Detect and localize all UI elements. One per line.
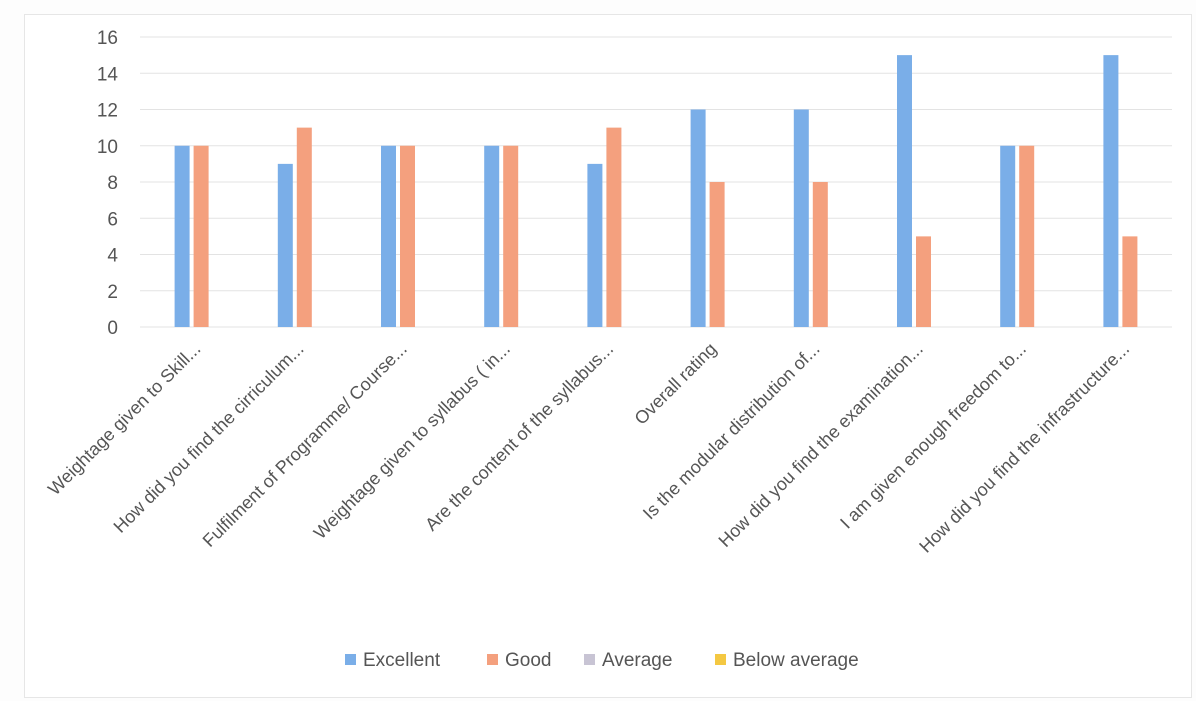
bar-good bbox=[193, 145, 209, 327]
bar-good bbox=[1019, 145, 1035, 327]
x-category-label: Overall rating bbox=[631, 339, 721, 429]
bar-excellent bbox=[277, 163, 293, 327]
y-tick-label: 2 bbox=[107, 282, 118, 303]
x-category-label: How did you find the cirriculum... bbox=[110, 339, 308, 537]
bar-good bbox=[296, 127, 312, 327]
y-tick-label: 4 bbox=[107, 246, 118, 267]
bars bbox=[174, 55, 1138, 327]
x-category-label: I am given enough freedom to... bbox=[836, 339, 1030, 533]
legend-swatch bbox=[487, 654, 498, 665]
legend-label: Average bbox=[602, 650, 672, 671]
legend-label: Good bbox=[505, 650, 551, 671]
x-category-label: Is the modular distribution of... bbox=[639, 339, 824, 524]
bar-excellent bbox=[1103, 55, 1119, 327]
bar-good bbox=[1122, 236, 1138, 327]
bar-good bbox=[812, 182, 828, 327]
x-category-label: Are the content of the syllabus... bbox=[421, 339, 617, 535]
bar-good bbox=[503, 145, 519, 327]
x-axis-labels: Weightage given to Skill...How did you f… bbox=[44, 339, 1133, 557]
legend-label: Below average bbox=[733, 650, 859, 671]
bar-excellent bbox=[587, 163, 603, 327]
bar-excellent bbox=[484, 145, 500, 327]
bar-excellent bbox=[174, 145, 190, 327]
legend-swatch bbox=[345, 654, 356, 665]
y-tick-label: 16 bbox=[97, 28, 118, 49]
y-tick-label: 10 bbox=[97, 137, 118, 158]
gridlines bbox=[140, 36, 1172, 328]
bar-good bbox=[709, 182, 725, 327]
x-category-label: How did you find the examination... bbox=[715, 339, 927, 551]
y-tick-label: 14 bbox=[97, 64, 119, 85]
bar-good bbox=[916, 236, 931, 327]
bar-excellent bbox=[381, 145, 396, 327]
bar-excellent bbox=[1000, 145, 1016, 327]
legend: Excellent Good Average Below average bbox=[345, 650, 859, 671]
legend-swatch bbox=[715, 654, 726, 665]
y-tick-label: 12 bbox=[97, 101, 118, 122]
y-tick-label: 0 bbox=[107, 318, 118, 339]
bar-excellent bbox=[793, 109, 809, 327]
x-category-label: Fulfilment of Programme/ Course... bbox=[199, 339, 411, 551]
bar-excellent bbox=[690, 109, 706, 327]
y-tick-label: 6 bbox=[107, 209, 118, 230]
x-category-label: Weightage given to syllabus ( in... bbox=[310, 339, 514, 543]
legend-swatch bbox=[584, 654, 595, 665]
bar-good bbox=[400, 145, 415, 327]
bar-excellent bbox=[897, 55, 912, 327]
y-axis-ticks: 0 2 4 6 8 10 12 14 16 bbox=[97, 28, 119, 339]
x-category-label: How did you find the infrastructure... bbox=[915, 339, 1133, 557]
y-tick-label: 8 bbox=[107, 173, 118, 194]
legend-label: Excellent bbox=[363, 650, 441, 671]
bar-good bbox=[606, 127, 622, 327]
